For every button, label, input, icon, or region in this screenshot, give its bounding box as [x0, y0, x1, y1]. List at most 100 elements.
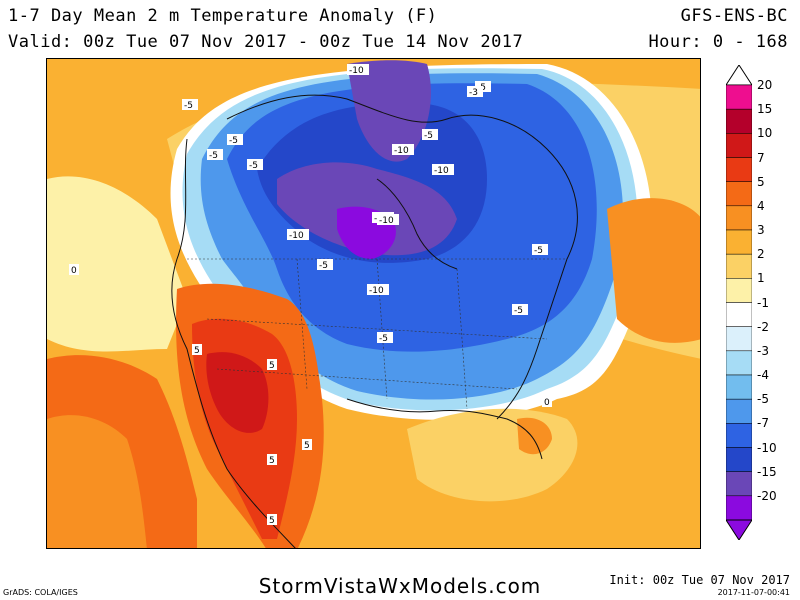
- map-title: 1-7 Day Mean 2 m Temperature Anomaly (F): [8, 6, 438, 26]
- contour-label: -10: [287, 229, 309, 241]
- colorbar: [726, 65, 752, 540]
- contour-label: -10: [367, 284, 389, 296]
- colorbar-cell: [726, 157, 752, 182]
- colorbar-cell: [726, 133, 752, 158]
- contour-label: 5: [267, 514, 277, 526]
- contour-label: 5: [192, 344, 202, 356]
- contour-labels: -10-10-15-10-10-10-10-5-5-5-5-5-5-5-5-5-…: [69, 64, 552, 526]
- contour-label: -5: [317, 259, 333, 271]
- coastlines: [171, 94, 578, 548]
- colorbar-label: -1: [757, 295, 769, 310]
- boundary-line-4: [206, 318, 548, 340]
- colorbar-cap-top: [726, 65, 752, 86]
- grads-credit: GrADS: COLA/IGES: [3, 588, 78, 597]
- colorbar-label: -20: [757, 488, 777, 503]
- colorbar-cell: [726, 278, 752, 303]
- boundary-line-2: [376, 258, 388, 400]
- contour-label: -5: [512, 304, 528, 316]
- colorbar-cell: [726, 84, 752, 110]
- coastline-west: [171, 138, 296, 548]
- colorbar-label: 20: [757, 78, 773, 92]
- svg-text:-5: -5: [229, 136, 238, 146]
- colorbar-cell: [726, 398, 752, 424]
- contour-label: -5: [377, 332, 393, 344]
- political-boundaries: [187, 258, 567, 410]
- coastline-gulf: [346, 398, 543, 460]
- contour-label: 0: [542, 396, 552, 408]
- anomaly-shade-plus4-atlantic: [607, 198, 700, 343]
- contour-label: -10: [347, 64, 369, 76]
- boundary-line-1: [296, 258, 308, 390]
- colorbar-cell: [726, 205, 752, 231]
- colorbar-cells: [726, 65, 752, 540]
- colorbar-cell: [726, 302, 752, 327]
- colorbar-label: -10: [757, 440, 777, 455]
- contour-label: -5: [532, 244, 548, 256]
- colorbar-cell: [726, 326, 752, 352]
- contour-label: -5: [247, 159, 263, 171]
- svg-text:-10: -10: [369, 286, 384, 296]
- colorbar-label: -15: [757, 464, 777, 479]
- anomaly-map-svg: -10-10-15-10-10-10-10-5-5-5-5-5-5-5-5-5-…: [47, 59, 700, 548]
- colorbar-cell: [726, 495, 752, 521]
- contour-label: 5: [302, 439, 312, 451]
- contour-label: -5: [182, 99, 198, 111]
- colorbar-cap-bottom: [726, 519, 752, 540]
- colorbar-label: 7: [757, 150, 765, 165]
- colorbar-label: 1: [757, 271, 765, 286]
- colorbar-label: 3: [757, 223, 765, 237]
- svg-text:-5: -5: [514, 306, 523, 316]
- anomaly-shade-pale-warm-west: [47, 176, 187, 352]
- contour-label: -10: [392, 144, 414, 156]
- contour-label: -10: [432, 164, 454, 176]
- svg-text:-10: -10: [349, 66, 364, 76]
- init-time: Init: 00z Tue 07 Nov 2017: [609, 573, 790, 587]
- svg-text:5: 5: [304, 441, 310, 451]
- model-name: GFS-ENS-BC: [680, 6, 788, 26]
- colorbar-cell: [726, 253, 752, 279]
- svg-text:5: 5: [269, 456, 275, 466]
- site-footer: StormVistaWxModels.com: [258, 574, 542, 598]
- colorbar-label: -7: [757, 416, 769, 431]
- anomaly-shade-plus4-pacific: [47, 415, 147, 548]
- colorbar-label: 4: [757, 198, 765, 213]
- colorbar-label: -5: [757, 392, 769, 407]
- svg-text:-3: -3: [469, 88, 478, 98]
- svg-text:-10: -10: [379, 216, 394, 226]
- svg-text:0: 0: [544, 398, 550, 408]
- svg-text:-5: -5: [249, 161, 258, 171]
- colorbar-label: 10: [757, 126, 773, 141]
- contour-label: 0: [69, 264, 79, 276]
- colorbar-cell: [726, 229, 752, 255]
- colorbar-label: -4: [757, 368, 769, 382]
- contour-label: -5: [422, 129, 438, 141]
- colorbar-cell: [726, 181, 752, 207]
- svg-text:-5: -5: [424, 131, 433, 141]
- svg-text:5: 5: [269, 361, 275, 371]
- colorbar-cell: [726, 471, 752, 497]
- contour-label: 5: [267, 454, 277, 466]
- svg-text:5: 5: [269, 516, 275, 526]
- colorbar-label: 15: [757, 102, 773, 117]
- colorbar-cell: [726, 423, 752, 448]
- svg-text:-10: -10: [289, 231, 304, 241]
- colorbar-label: 2: [757, 247, 765, 262]
- contour-label: -10: [377, 214, 399, 226]
- svg-text:-10: -10: [394, 146, 409, 156]
- svg-text:-5: -5: [209, 151, 218, 161]
- valid-period: Valid: 00z Tue 07 Nov 2017 - 00z Tue 14 …: [8, 32, 524, 52]
- coastline-hudson: [376, 178, 458, 270]
- colorbar-label: -3: [757, 343, 769, 358]
- colorbar-cell: [726, 350, 752, 376]
- svg-text:-5: -5: [184, 101, 193, 111]
- svg-text:-5: -5: [379, 334, 388, 344]
- svg-text:0: 0: [71, 266, 77, 276]
- colorbar-cell: [726, 374, 752, 400]
- generated-timestamp: 2017-11-07-00:41: [717, 588, 790, 597]
- contour-label: -5: [227, 134, 243, 146]
- colorbar-label: 5: [757, 174, 765, 189]
- svg-text:-5: -5: [319, 261, 328, 271]
- contour-label: -5: [207, 149, 223, 161]
- anomaly-shade-plus10: [206, 352, 269, 433]
- coastline-north-east: [226, 94, 578, 420]
